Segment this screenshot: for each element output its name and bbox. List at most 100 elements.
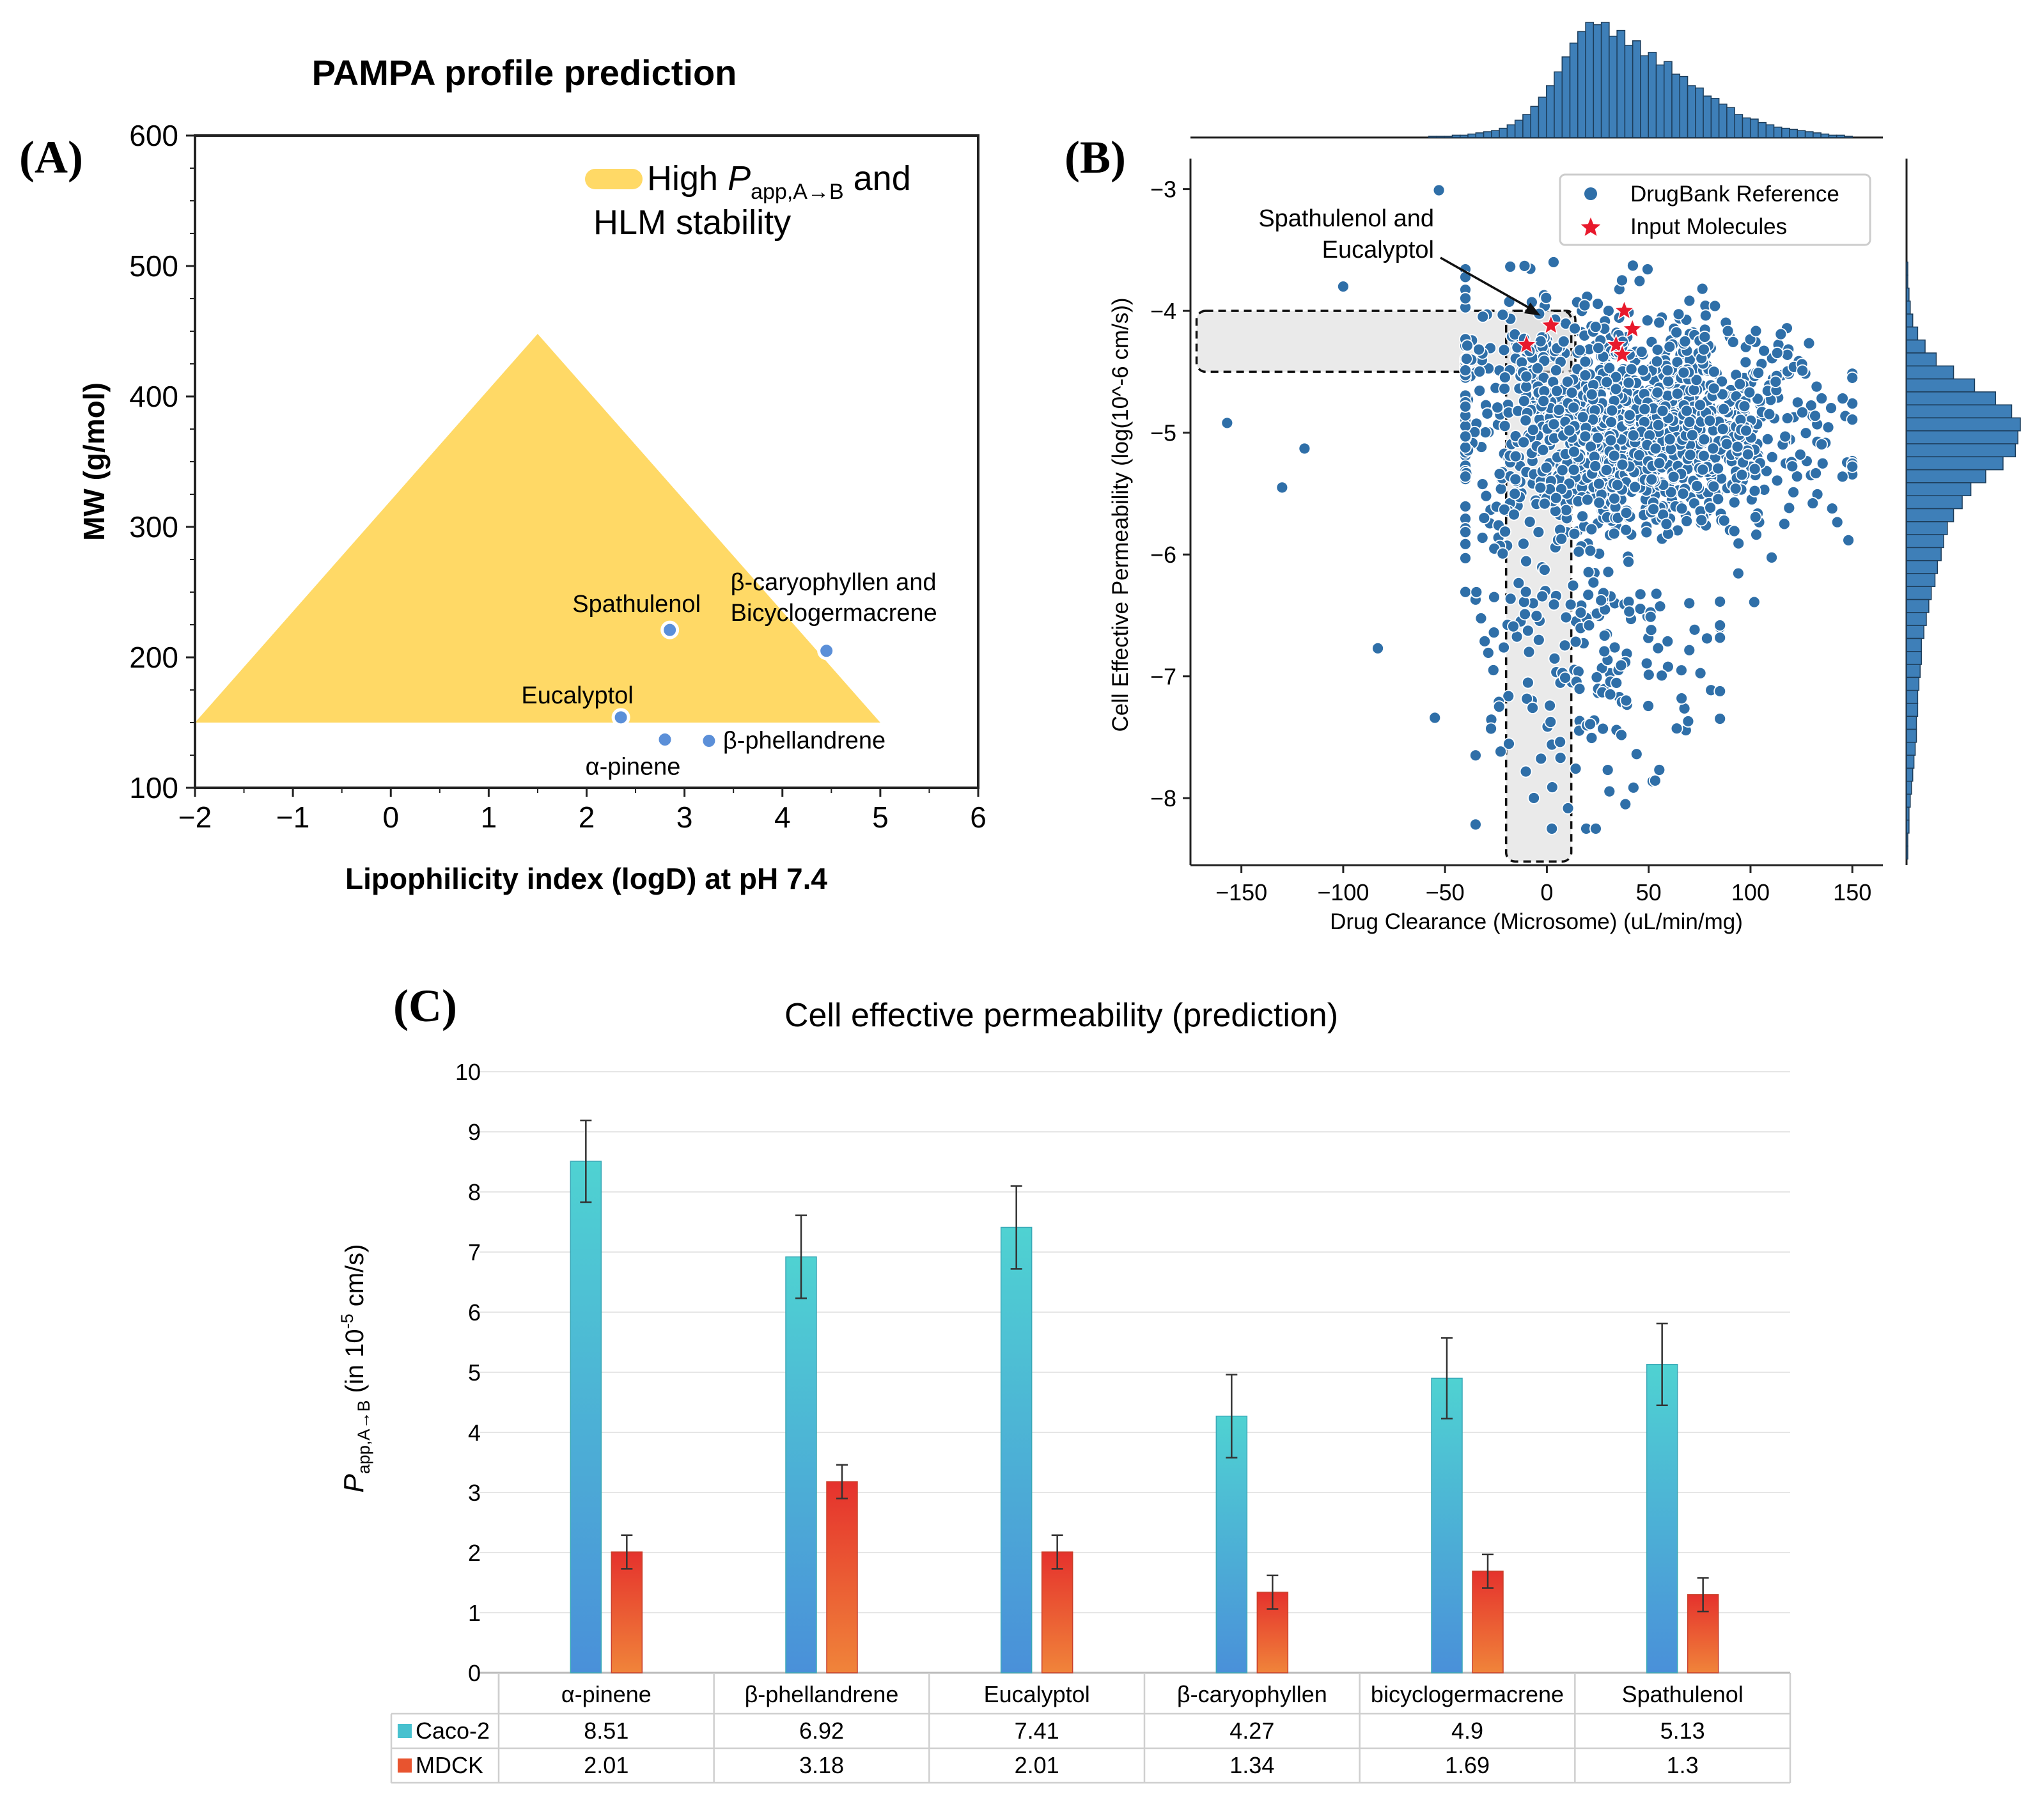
right-hist-bar [1906,780,1912,795]
drugbank-point [1559,503,1573,517]
drugbank-point [1579,369,1592,382]
drugbank-point [1587,576,1600,589]
drugbank-point [1561,802,1575,815]
drugbank-point [1796,364,1809,377]
panel-c-label: (C) [393,980,457,1031]
top-hist-bar [1695,87,1704,138]
annotation-arrow-head [1524,302,1541,316]
drugbank-point [1697,433,1711,446]
right-hist-bar [1906,755,1915,769]
drugbank-point [1561,375,1574,388]
drugbank-point [1508,508,1520,521]
legend-sub: app,A→B [751,180,844,204]
caco-2-bar [1646,1364,1678,1673]
top-hist-bar [1726,107,1735,138]
drugbank-point [1547,418,1561,431]
drugbank-point [1640,657,1653,670]
c-y-tick-label: 0 [468,1660,481,1686]
drugbank-point [1728,524,1741,538]
drugbank-point [1623,409,1636,422]
drugbank-point [1671,356,1684,369]
drugbank-point [1518,607,1531,621]
mdck-bar [611,1551,643,1673]
top-hist-bar [1561,56,1571,138]
legend-p: P [728,159,751,198]
drugbank-point [1579,355,1592,368]
x-tick-label: 1 [481,801,497,834]
drugbank-point [1688,623,1701,636]
panel-b-right-histogram [1905,159,2021,865]
b-x-tick-label: −50 [1426,879,1465,905]
right-hist-bar [1906,417,2021,432]
drugbank-point [1715,375,1729,388]
top-hist-bar [1522,114,1531,138]
y-tick-label: 400 [129,380,178,413]
drugbank-point [1796,405,1809,419]
right-hist-bar [1906,262,1908,276]
c-y-tick-label: 2 [468,1540,481,1566]
top-hist-bar [1491,130,1500,138]
legend-drugbank-label: DrugBank Reference [1630,182,1839,207]
annotation-arrow-line [1440,256,1536,313]
drugbank-point [1717,514,1731,527]
drugbank-point [1787,485,1800,499]
panel-c-ylabel: Papp,A→B (in 10-5 cm/s) [338,1244,373,1493]
x-tick-label: 2 [579,801,595,834]
drugbank-point [1799,427,1813,440]
panel-b-input-molecules [1515,299,1644,364]
table-category-label: Eucalyptol [984,1681,1090,1707]
drugbank-point [1590,671,1603,684]
right-hist-bar [1906,664,1921,678]
drugbank-point [1494,482,1508,496]
drugbank-point [1735,468,1749,482]
drugbank-point [1701,632,1713,645]
panel-b-annotation-line2: Eucalyptol [1322,237,1434,263]
drugbank-point [1610,677,1623,689]
drugbank-point [1605,416,1618,428]
drugbank-point [1459,585,1472,599]
drugbank-point [1677,366,1690,379]
panel-b: (B) −150 −100 −50 0 50 100 150 −3 −4 −5 −6 −7 −8 Spa… [1065,22,2021,934]
panel-c: (C) Cell effective permeability (predict… [338,980,1791,1784]
table-value: 2.01 [1015,1752,1059,1778]
drugbank-point [1532,633,1545,646]
drugbank-point [1538,563,1551,576]
point-label: β-phellandrene [723,728,885,755]
drugbank-point [1487,626,1501,639]
drugbank-point [1532,526,1545,539]
b-y-tick-label: −7 [1150,664,1176,690]
right-hist-bar [1906,339,1926,354]
point-marker [655,730,675,749]
drugbank-point [1732,536,1745,550]
c-y-tick-label: 9 [468,1119,481,1145]
drugbank-point [1459,552,1472,565]
drugbank-point [1720,437,1733,451]
drugbank-point [1713,619,1727,632]
right-hist-bar [1906,703,1919,717]
top-hist-bar [1797,130,1806,138]
drugbank-point [1605,404,1619,417]
drugbank-point [1540,461,1553,474]
top-hist-bar [1664,61,1673,138]
drugbank-point [1628,480,1642,494]
drugbank-point [1644,610,1657,623]
drugbank-point [1543,699,1556,712]
b-y-tick-label: −6 [1150,542,1176,568]
b-x-tick-label: 150 [1833,879,1871,905]
drugbank-point [1633,274,1646,288]
drugbank-point [1538,497,1551,510]
top-hist-bar [1538,97,1547,138]
drugbank-point [1498,419,1511,433]
x-tick-label: 6 [970,801,987,834]
b-x-tick-label: 100 [1731,879,1770,905]
drugbank-point [1716,388,1729,401]
drugbank-point [1670,722,1683,735]
b-y-tick-label: −3 [1150,176,1176,203]
drugbank-point [1683,597,1696,610]
table-series-label: MDCK [416,1752,483,1778]
right-hist-bar [1906,378,1976,393]
drugbank-point [1552,403,1566,416]
drugbank-point [1651,418,1665,432]
top-hist-bar [1577,31,1586,138]
